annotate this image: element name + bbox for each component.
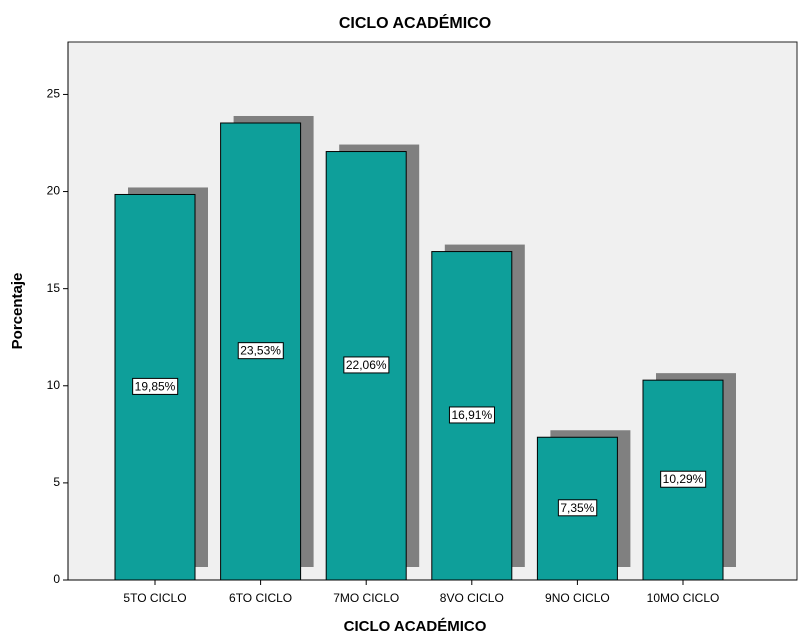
y-tick-label: 20 (47, 184, 61, 198)
x-axis-title: CICLO ACADÉMICO (344, 618, 487, 635)
x-tick-label: 9NO CICLO (545, 591, 610, 605)
y-tick-label: 10 (47, 378, 61, 392)
x-tick-label: 6TO CICLO (229, 591, 292, 605)
y-tick-label: 0 (53, 572, 60, 586)
data-label-box (660, 470, 707, 488)
data-label: 7,35% (560, 501, 594, 515)
x-tick-label: 10MO CICLO (647, 591, 720, 605)
data-label-box (448, 406, 495, 424)
data-label: 16,91% (451, 408, 492, 422)
y-tick-label: 5 (53, 475, 60, 489)
data-label-box (132, 377, 179, 395)
x-tick-label: 7MO CICLO (333, 591, 399, 605)
data-label: 23,53% (240, 344, 281, 358)
bar (431, 251, 513, 581)
x-tick-label: 8VO CICLO (440, 591, 504, 605)
data-label: 22,06% (346, 358, 387, 372)
y-tick-label: 25 (47, 87, 61, 101)
y-axis-title: Porcentaje (9, 273, 26, 350)
chart-title: CICLO ACADÉMICO (339, 13, 491, 32)
y-tick-label: 15 (47, 281, 61, 295)
data-label: 10,29% (663, 472, 704, 486)
data-label: 19,85% (135, 379, 176, 393)
data-label-box (343, 356, 390, 374)
x-tick-label: 5TO CICLO (123, 591, 186, 605)
data-label-box (557, 499, 598, 517)
data-label-box (237, 342, 284, 360)
